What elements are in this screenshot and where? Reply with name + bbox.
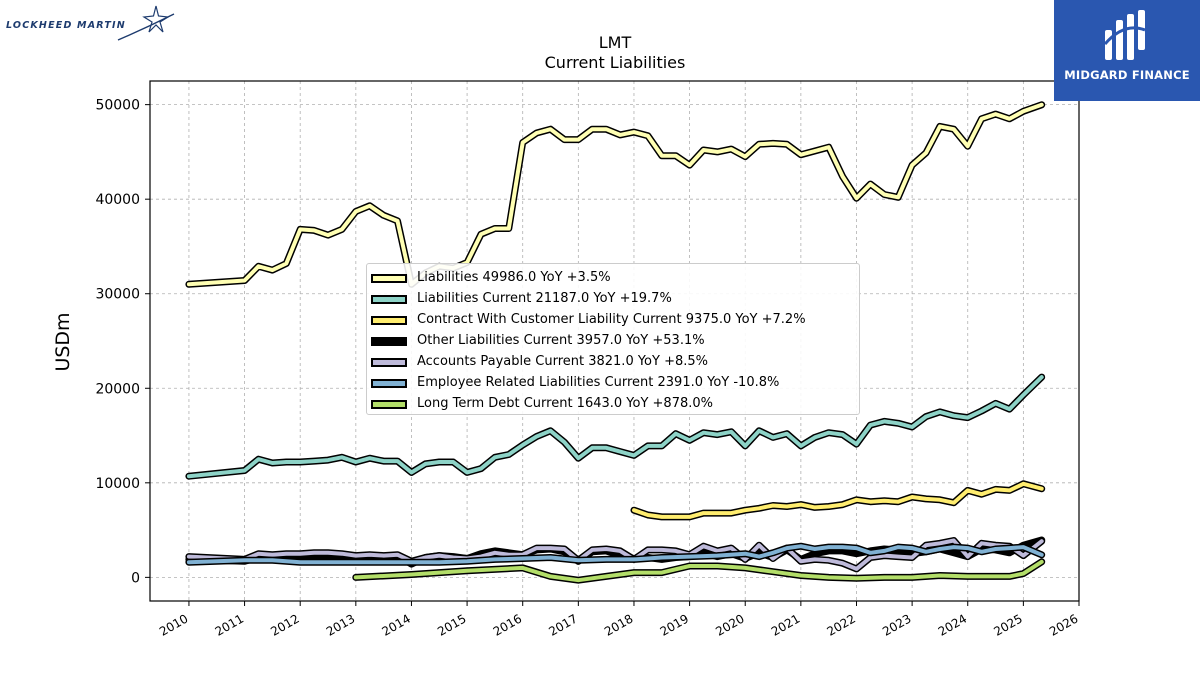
legend-label: Liabilities 49986.0 YoY +3.5% — [417, 270, 611, 285]
legend-swatch — [371, 358, 407, 367]
x-tick-label: 2019 — [658, 611, 691, 638]
x-tick-label: 2015 — [435, 611, 468, 638]
x-tick-label: 2021 — [769, 611, 802, 638]
legend-label: Contract With Customer Liability Current… — [417, 312, 806, 327]
lockheed-martin-wordmark: LOCKHEED MARTIN — [6, 20, 126, 31]
series-liabilities-current — [185, 373, 1046, 480]
x-tick-label: 2022 — [825, 611, 858, 638]
y-tick-label: 20000 — [95, 381, 140, 397]
legend-swatch — [371, 316, 407, 325]
x-tick-label: 2026 — [1047, 611, 1080, 638]
legend-label: Other Liabilities Current 3957.0 YoY +53… — [417, 333, 705, 348]
legend-entry: Accounts Payable Current 3821.0 YoY +8.5… — [371, 352, 857, 373]
x-tick-label: 2013 — [324, 611, 357, 638]
legend-swatch — [371, 295, 407, 304]
x-tick-label: 2014 — [380, 611, 413, 638]
legend-label: Liabilities Current 21187.0 YoY +19.7% — [417, 291, 672, 306]
series-long-term-debt-current — [352, 558, 1046, 584]
y-tick-label: 30000 — [95, 287, 140, 303]
series-line — [186, 375, 1044, 479]
y-axis-ticks: 0 10000 20000 30000 40000 50000 — [95, 98, 150, 586]
x-axis-ticks: 2010 2011 2012 2013 2014 2015 2016 2017 2018 2019… — [157, 601, 1081, 639]
legend-entry: Long Term Debt Current 1643.0 YoY +878.0… — [371, 394, 857, 415]
series-line — [632, 481, 1044, 519]
series-line — [186, 544, 1044, 565]
legend-entry: Liabilities Current 21187.0 YoY +19.7% — [371, 289, 857, 310]
chart-title: LMT — [599, 33, 632, 52]
x-tick-label: 2025 — [991, 611, 1024, 638]
legend-entry: Liabilities 49986.0 YoY +3.5% — [371, 268, 857, 289]
legend-label: Accounts Payable Current 3821.0 YoY +8.5… — [417, 354, 709, 369]
x-tick-label: 2016 — [491, 611, 524, 638]
x-tick-label: 2024 — [936, 611, 969, 638]
legend-label: Long Term Debt Current 1643.0 YoY +878.0… — [417, 396, 714, 411]
legend-entry: Employee Related Liabilities Current 239… — [371, 373, 857, 394]
y-tick-label: 10000 — [95, 476, 140, 492]
x-tick-label: 2018 — [602, 611, 635, 638]
y-tick-label: 40000 — [95, 192, 140, 208]
legend-entry: Other Liabilities Current 3957.0 YoY +53… — [371, 331, 857, 352]
lockheed-martin-logo: LOCKHEED MARTIN — [4, 4, 175, 44]
legend-entry: Contract With Customer Liability Current… — [371, 310, 857, 331]
plot-area-frame — [149, 80, 1080, 602]
x-tick-label: 2020 — [713, 611, 746, 638]
midgard-finance-logo: MIDGARD FINANCE — [1054, 0, 1200, 101]
midgard-emblem-icon — [1103, 10, 1146, 60]
series-line — [353, 559, 1044, 583]
x-tick-label: 2012 — [268, 611, 301, 638]
series-line — [186, 102, 1044, 287]
x-tick-label: 2010 — [157, 611, 190, 638]
series-layer — [185, 101, 1046, 584]
legend-swatch — [371, 379, 407, 388]
legend-swatch — [371, 274, 407, 283]
midgard-finance-wordmark: MIDGARD FINANCE — [1064, 68, 1190, 82]
x-tick-label: 2011 — [213, 611, 246, 638]
series-employee-related-liabilities-current — [185, 542, 1046, 566]
chart-legend: Liabilities 49986.0 YoY +3.5% Liabilities… — [366, 263, 860, 415]
chart-subtitle: Current Liabilities — [545, 53, 686, 72]
x-tick-label: 2017 — [546, 611, 579, 638]
series-contract-with-customer-liability-current — [630, 480, 1046, 521]
legend-swatch — [371, 400, 407, 409]
legend-swatch — [371, 337, 407, 346]
star-swoosh-icon — [117, 5, 175, 41]
y-tick-label: 0 — [131, 570, 140, 586]
series-liabilities — [185, 101, 1046, 288]
series-outline — [630, 480, 1046, 521]
legend-label: Employee Related Liabilities Current 239… — [417, 375, 780, 390]
x-tick-label: 2023 — [880, 611, 913, 638]
y-axis-label: USDm — [52, 312, 74, 371]
y-tick-label: 50000 — [95, 98, 140, 114]
